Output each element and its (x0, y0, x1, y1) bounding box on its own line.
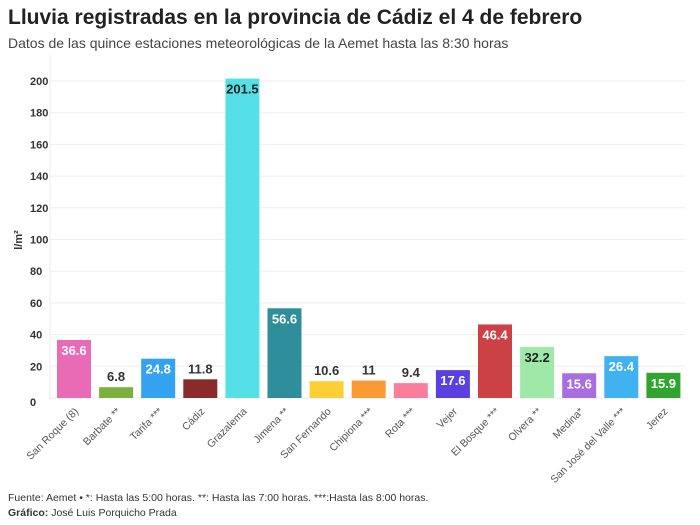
data-label: 201.5 (226, 82, 259, 97)
x-tick-label: Jimena ** (251, 406, 291, 446)
y-tick-label: 180 (30, 108, 48, 120)
credit-label: Gráfico: (8, 507, 49, 519)
x-tick-label: San Roque (8) (24, 406, 81, 463)
bar (562, 373, 597, 398)
y-tick-label: 200 (30, 76, 48, 88)
source-note: Fuente: Aemet • *: Hasta las 5:00 horas.… (8, 492, 429, 504)
data-label: 10.6 (314, 363, 339, 378)
bar (57, 339, 91, 398)
x-tick-label: Jerez (644, 406, 671, 433)
chart-title: Lluvia registradas en la provincia de Cá… (8, 6, 583, 29)
x-tick-label: Olvera ** (506, 406, 544, 444)
bar-chart: 0 20 40 60 80 100 120 140 160 180 200 l/m² 36.6 San R… (13, 55, 685, 486)
y-tick-label: 100 (30, 235, 48, 247)
data-label: 15.9 (651, 376, 676, 391)
data-label: 26.4 (609, 359, 635, 374)
data-label: 6.8 (107, 369, 125, 384)
bar (478, 324, 512, 398)
y-tick-label: 0 (30, 397, 36, 409)
data-label: 24.8 (146, 362, 171, 377)
y-tick-label: 40 (30, 330, 42, 342)
credit-note: Gráfico: José Luis Porquicho Prada (8, 507, 177, 519)
x-tick-label: Grazalema (205, 406, 250, 451)
bar (225, 78, 260, 398)
y-tick-label: 140 (30, 171, 48, 183)
data-label: 15.6 (567, 376, 592, 391)
data-label: 17.6 (440, 373, 465, 388)
y-tick-label: 160 (30, 139, 48, 151)
chart-subtitle: Datos de las quince estaciones meteoroló… (8, 35, 509, 51)
y-tick-label: 80 (30, 266, 42, 278)
x-tick-label: San José del Valle *** (548, 406, 628, 486)
x-tick-label: Barbate ** (81, 406, 123, 448)
bar (351, 380, 386, 398)
bar (435, 370, 470, 398)
bar (646, 372, 681, 398)
y-tick-label: 120 (30, 203, 48, 215)
bar (267, 308, 302, 398)
bar (183, 379, 218, 398)
data-label: 9.4 (402, 365, 421, 380)
data-label: 36.6 (61, 343, 86, 358)
bar (309, 381, 344, 398)
data-label: 32.2 (524, 350, 549, 365)
x-tick-label: Rota *** (383, 406, 418, 441)
bar (393, 383, 428, 398)
x-tick-label: Medina* (551, 406, 587, 442)
data-label: 46.4 (482, 327, 508, 342)
bar (604, 356, 639, 398)
bar (99, 387, 134, 398)
x-tick-label: Cádiz (180, 406, 207, 433)
data-label: 11 (362, 363, 376, 378)
bar (520, 346, 555, 398)
credit-name: José Luis Porquicho Prada (51, 507, 177, 519)
y-tick-label: 60 (30, 298, 42, 310)
x-tick-label: Chipiona *** (327, 406, 376, 455)
bar (141, 358, 176, 398)
data-label: 11.8 (188, 361, 213, 376)
x-tick-label: Tarifa *** (128, 406, 165, 443)
data-label: 56.6 (272, 311, 297, 326)
y-axis-label: l/m² (13, 230, 25, 250)
x-tick-label: Vejer (435, 405, 461, 431)
y-tick-label: 20 (30, 361, 42, 373)
